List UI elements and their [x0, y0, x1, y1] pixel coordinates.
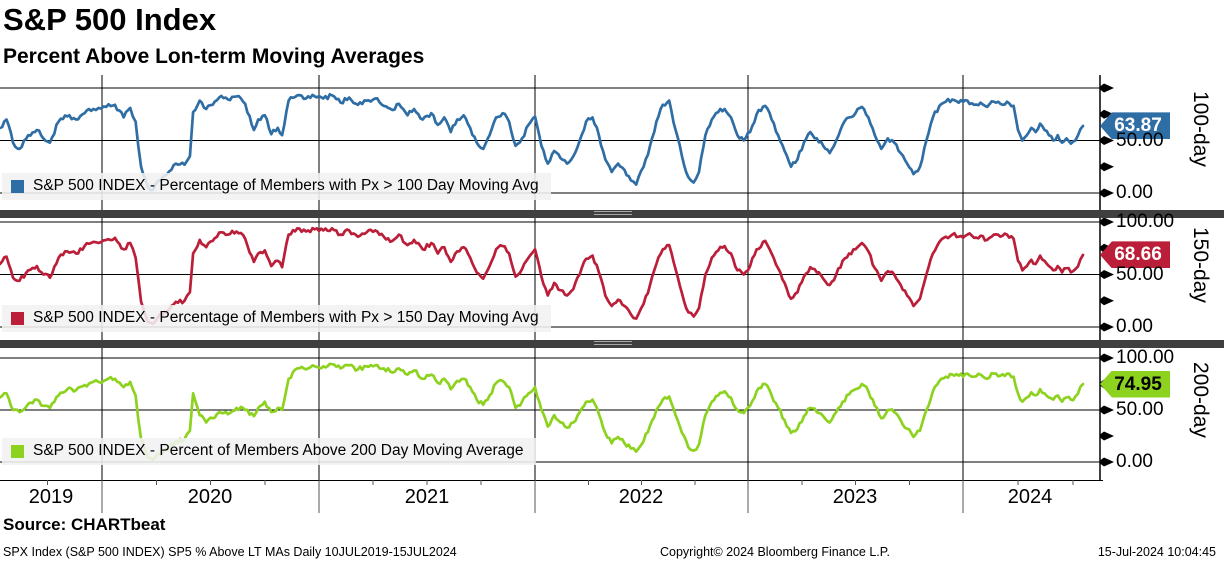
legend-label: S&P 500 INDEX - Percent of Members Above… — [33, 442, 524, 459]
x-axis-year-label: 2021 — [404, 486, 450, 508]
last-value-badge: 74.95 — [1100, 370, 1170, 398]
y-axis-tick-arrow-icon — [1100, 83, 1114, 93]
legend-200-day: S&P 500 INDEX - Percent of Members Above… — [2, 438, 536, 465]
legend-swatch-icon — [11, 311, 24, 325]
page-title: S&P 500 Index — [3, 2, 217, 37]
y-axis-tick-arrow-icon — [1100, 162, 1114, 172]
series-line — [0, 226, 1085, 326]
y-axis-label: 100.00 — [1116, 211, 1175, 232]
splitter-grip-handle[interactable] — [594, 211, 632, 217]
series-line — [0, 92, 1085, 192]
legend-150-day: S&P 500 INDEX - Percentage of Members wi… — [2, 305, 551, 332]
legend-swatch-icon — [11, 179, 24, 193]
y-axis-tick-arrow-icon — [1100, 188, 1114, 198]
y-axis-label: 0.00 — [1116, 316, 1153, 337]
footer-meta: SPX Index (S&P 500 INDEX) SP5 % Above LT… — [3, 545, 457, 559]
axis-side-label: 150-day — [1189, 227, 1212, 303]
legend-label: S&P 500 INDEX - Percentage of Members wi… — [33, 177, 539, 194]
y-axis-tick-arrow-icon — [1100, 405, 1114, 415]
legend-100-day: S&P 500 INDEX - Percentage of Members wi… — [2, 173, 551, 200]
panel-100-day: S&P 500 INDEX - Percentage of Members wi… — [0, 75, 1224, 210]
y-axis-tick-arrow-icon — [1100, 457, 1114, 467]
panel-200-day: S&P 500 INDEX - Percent of Members Above… — [0, 347, 1224, 480]
y-axis-tick-arrow-icon — [1100, 322, 1114, 332]
footer-copyright: Copyright© 2024 Bloomberg Finance L.P. — [660, 545, 890, 559]
y-axis-tick-arrow-icon — [1100, 296, 1114, 306]
last-value-badge: 68.66 — [1100, 241, 1170, 269]
y-axis-tick-arrow-icon — [1100, 218, 1114, 227]
legend-label: S&P 500 INDEX - Percentage of Members wi… — [33, 309, 539, 326]
last-value-badge: 63.87 — [1100, 112, 1170, 140]
y-axis-tick-arrow-icon — [1100, 270, 1114, 279]
y-axis-tick-arrow-icon — [1100, 109, 1114, 119]
footer-timestamp: 15-Jul-2024 10:04:45 — [1097, 545, 1216, 559]
y-axis-label: 50.00 — [1116, 399, 1164, 420]
x-axis: 2019 2020 2021 2022 2023 2024 — [0, 480, 1224, 514]
y-axis-label: 50.00 — [1116, 263, 1164, 285]
y-axis-tick-arrow-icon — [1100, 136, 1114, 145]
axis-side-label: 100-day — [1189, 90, 1212, 167]
panel-150-day: S&P 500 INDEX - Percentage of Members wi… — [0, 211, 1224, 340]
x-axis-year-label: 2020 — [187, 486, 233, 508]
series-line — [0, 362, 1085, 462]
y-axis-label: 0.00 — [1116, 451, 1153, 472]
x-axis-year-label: 2024 — [1007, 486, 1053, 508]
page-subtitle: Percent Above Lon-term Moving Averages — [3, 45, 425, 68]
axis-side-label: 200-day — [1189, 362, 1212, 438]
y-axis-label: 50.00 — [1116, 129, 1164, 151]
legend-swatch-icon — [11, 444, 24, 458]
y-axis-label: 100.00 — [1116, 347, 1175, 368]
y-axis-tick-arrow-icon — [1100, 431, 1114, 441]
panel-splitter — [0, 340, 1224, 348]
y-axis-tick-arrow-icon — [1100, 353, 1114, 363]
x-axis-year-label: 2022 — [618, 486, 664, 508]
splitter-grip-handle[interactable] — [594, 341, 632, 347]
x-axis-year-label: 2019 — [28, 486, 74, 508]
panel-splitter — [0, 210, 1224, 218]
y-axis-label: 0.00 — [1116, 182, 1153, 203]
source-label: Source: CHARTbeat — [3, 515, 166, 534]
x-axis-ticks — [0, 480, 1103, 513]
x-axis-year-label: 2023 — [832, 486, 878, 508]
